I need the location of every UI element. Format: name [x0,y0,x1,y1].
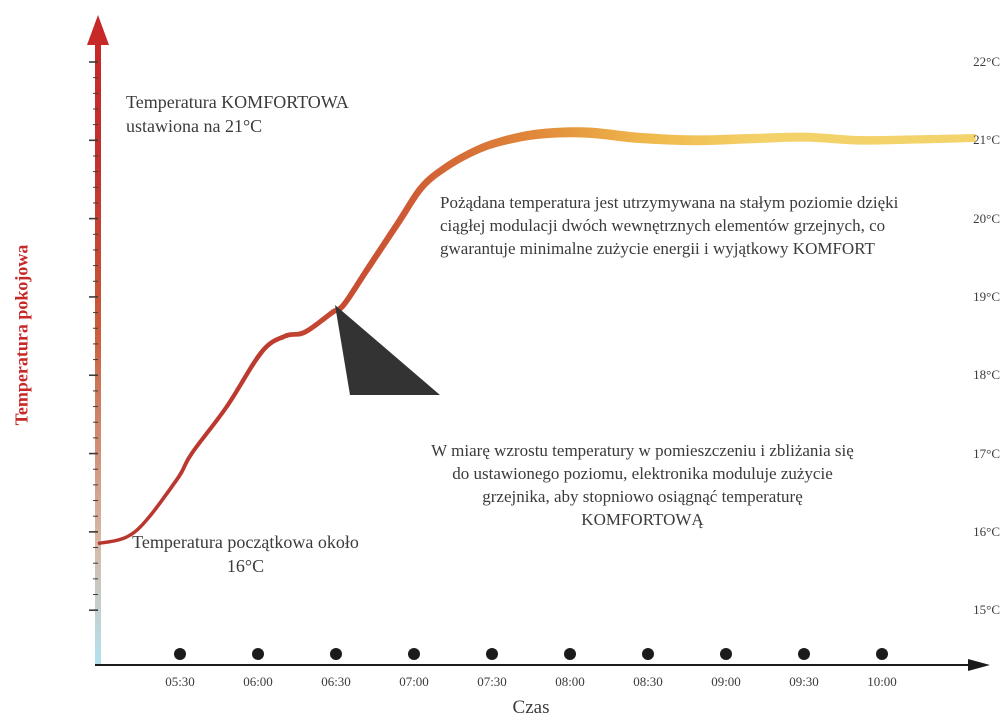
x-tick-label: 09:00 [711,674,741,690]
y-tick-label: 17°C [910,446,1000,462]
y-tick-label: 15°C [910,602,1000,618]
y-tick-label: 19°C [910,289,1000,305]
x-tick-label: 06:30 [321,674,351,690]
y-axis-title: Temperatura pokojowa [12,245,33,426]
annotation-a4: W miarę wzrostu temperatury w pomieszcze… [425,440,860,532]
x-tick-label: 07:30 [477,674,507,690]
annotation-a3: Pożądana temperatura jest utrzymywana na… [440,192,910,261]
x-axis-title: Czas [471,697,591,719]
y-tick-label: 22°C [910,54,1000,70]
x-tick-label: 08:30 [633,674,663,690]
x-tick-label: 08:00 [555,674,585,690]
annotation-a1: Temperatura KOMFORTOWA ustawiona na 21°C [126,90,371,139]
annotation-a2: Temperatura początkowa około 16°C [128,530,363,579]
y-tick-label: 16°C [910,524,1000,540]
temperature-chart: Temperatura pokojowa Czas 15°C 16°C 17°C 18… [0,0,1000,727]
x-tick-label: 05:30 [165,674,195,690]
y-tick-label: 21°C [910,132,1000,148]
x-tick-label: 06:00 [243,674,273,690]
x-tick-label: 09:30 [789,674,819,690]
x-tick-label: 07:00 [399,674,429,690]
y-tick-label: 18°C [910,367,1000,383]
x-tick-label: 10:00 [867,674,897,690]
y-tick-label: 20°C [910,211,1000,227]
